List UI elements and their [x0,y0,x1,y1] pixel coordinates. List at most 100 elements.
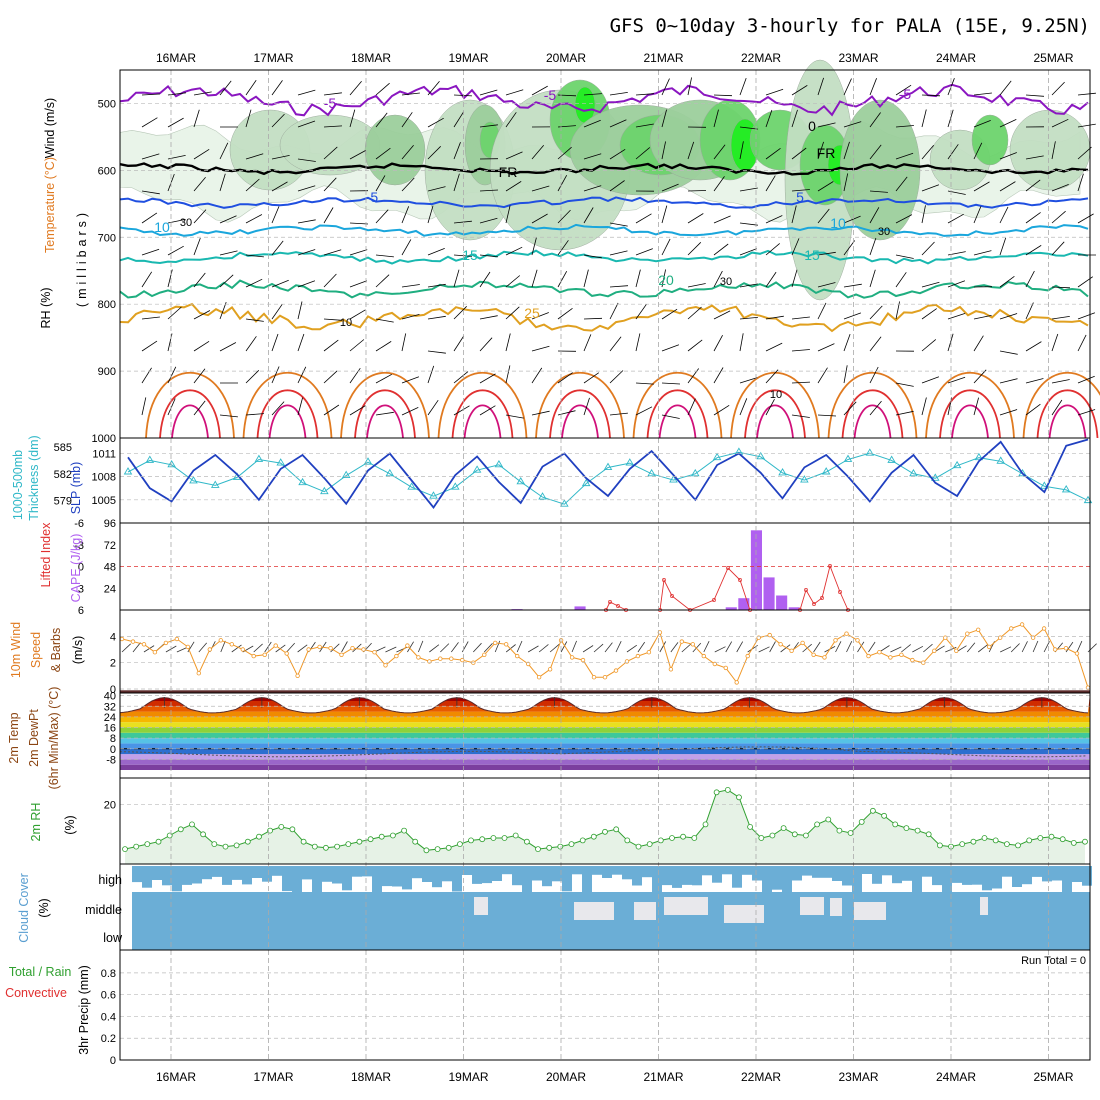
wind10-marker [185,644,191,650]
contour-label: 5 [796,189,804,205]
lifted-index-marker [804,588,808,592]
ylabel-wind10-b: Speed [29,632,43,668]
wind-barb [817,414,837,417]
date-label-top: 23MAR [838,51,878,65]
rh2m-marker [1037,835,1044,841]
rh2m-marker [356,838,363,845]
rh2m-marker [456,841,463,847]
wind10-marker [954,648,959,653]
cloud-high-bar [252,866,262,878]
wind-barb [453,335,465,352]
wind10-marker [1063,646,1069,651]
temp-contour-surface [463,404,502,439]
cloud-gap [980,897,988,915]
wind-barb [947,144,959,160]
wind10-barb [571,640,577,653]
cloud-high-bar [282,866,292,892]
wind-barb [505,333,511,352]
wind-barb [687,339,703,352]
wind-barb [973,206,982,224]
rh2m-marker [858,819,865,825]
cloud-high-bar [462,866,472,875]
wind-barb [635,93,655,96]
y-tick-label: 0.4 [101,1011,116,1023]
cloud-high-bar [452,866,462,892]
cloud-high-bar [1062,866,1072,894]
cloud-high-bar [592,866,602,875]
wind-barb [1025,270,1035,288]
wind-barb [401,206,410,224]
wind-barb [1051,118,1069,128]
cloud-high-bar [912,866,922,893]
y-axis-labels: 5006007008009001000100510081011579582585… [54,98,116,1067]
wind-barb [895,125,914,128]
ylabel-temp2m-a: 2m Temp [7,712,21,763]
rh2m-marker [1059,836,1066,843]
cloud-high-bar [232,866,242,880]
wind-barb [817,367,828,384]
wind-barb [219,301,227,320]
rh2m-marker [412,838,419,845]
temp-contour [119,302,1089,333]
wind-barb [1077,213,1094,224]
rh2m-marker [501,835,508,841]
cloud-high-bar [672,866,682,888]
thickness-marker [669,475,678,483]
rh2m-marker [1004,841,1010,847]
rh2m-marker [311,843,318,850]
wind10-barb [890,646,902,653]
wind10-marker [262,652,267,657]
wind-barb [1051,184,1069,192]
wind-barb [557,175,568,192]
wind-barb [427,205,434,224]
wind-barb [1051,316,1070,320]
wind-barb [739,398,748,416]
wind-barb [297,366,307,384]
cloud-high-bar [662,866,672,886]
wind-barb [141,117,158,128]
wind10-marker [679,639,684,644]
wind-barb [609,148,626,160]
rh2m-marker [613,826,620,833]
contour-label: 10 [770,389,782,401]
thickness-marker [930,473,940,481]
wind-barb [739,187,758,192]
wind10-marker [273,643,278,648]
wind10-barb [604,642,613,653]
cape-bar [725,607,737,610]
wind10-marker [251,653,256,659]
wind-barb [193,340,210,352]
wind-barb [609,222,628,227]
wind-barb [349,309,366,320]
wind10-marker [767,632,772,638]
thickness-marker [210,480,220,488]
wind10-barb [1087,643,1097,653]
wind-barb [557,209,571,224]
contour-label: -5 [366,189,379,205]
wind10-marker [240,647,245,652]
temp-color-band [120,764,1090,770]
wind-barb [479,254,498,258]
wind-barb [635,248,653,256]
rh2m-marker [144,841,151,847]
y-tick-label: 0.8 [101,968,116,980]
wind10-barb [582,645,594,653]
wind-barb [973,142,983,160]
wind10-barb [429,644,440,653]
wind-barb [427,350,446,354]
cloud-high-bar [262,866,272,882]
wind-barb [817,208,830,224]
wind-barb [271,113,285,128]
thickness-marker [516,476,526,485]
wind-barb [297,219,316,224]
cape-bar [763,577,775,610]
wind-barb [1025,378,1044,384]
wind10-marker [987,644,992,650]
wind-barb [427,248,445,256]
wind-barb [791,147,807,160]
temp-contour-surface [853,404,892,439]
rh2m-marker [1070,840,1077,846]
ylabel-li: Lifted Index [39,522,53,587]
thickness-marker [385,468,395,477]
wind-barb [349,249,368,256]
